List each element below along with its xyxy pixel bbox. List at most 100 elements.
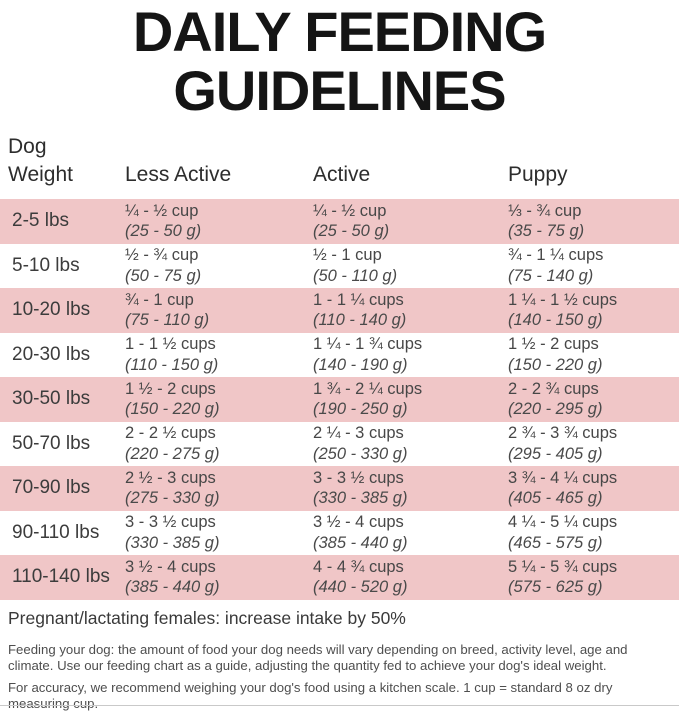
cups-value: 1 - 1 ¼ cups [313, 290, 404, 309]
cups-value: 2 ¾ - 3 ¾ cups [508, 424, 618, 443]
column-header-puppy: Puppy [508, 163, 568, 186]
grams-value: (140 - 150 g) [508, 311, 603, 330]
puppy-cell: ⅓ - ¾ cup (35 - 75 g) [508, 201, 679, 242]
grams-value: (110 - 150 g) [125, 355, 219, 374]
pregnant-note: Pregnant/lactating females: increase int… [8, 607, 406, 628]
grams-value: (385 - 440 g) [125, 578, 220, 597]
cups-value: 3 ½ - 4 cups [125, 557, 216, 576]
grams-value: (150 - 220 g) [125, 400, 220, 419]
grams-value: (150 - 220 g) [508, 355, 603, 374]
page-title: DAILY FEEDING GUIDELINES [0, 0, 679, 120]
column-header-active: Active [313, 163, 371, 186]
grams-value: (75 - 110 g) [125, 311, 210, 330]
cups-value: 2 - 2 ½ cups [125, 424, 216, 443]
table-row: 20-30 lbs 1 - 1 ½ cups (110 - 150 g) 1 ¼ - … [0, 332, 679, 377]
less-active-cell: 1 ½ - 2 cups (150 - 220 g) [125, 379, 313, 420]
cups-value: ¼ - ½ cup [125, 201, 199, 220]
grams-value: (295 - 405 g) [508, 444, 603, 463]
cups-value: 5 ¼ - 5 ¾ cups [508, 557, 618, 576]
puppy-cell: 1 ½ - 2 cups (150 - 220 g) [508, 334, 679, 375]
grams-value: (50 - 75 g) [125, 266, 202, 285]
grams-value: (330 - 385 g) [313, 489, 408, 508]
cups-value: 2 ¼ - 3 cups [313, 424, 404, 443]
cups-value: 1 ¼ - 1 ¾ cups [313, 335, 423, 354]
table-row: 70-90 lbs 2 ½ - 3 cups (275 - 330 g) 3 - 3 … [0, 466, 679, 511]
cups-value: 2 ½ - 3 cups [125, 468, 216, 487]
weight-cell: 90-110 lbs [12, 521, 100, 543]
weight-cell: 10-20 lbs [12, 299, 91, 321]
grams-value: (140 - 190 g) [313, 355, 408, 374]
table-row: 110-140 lbs 3 ½ - 4 cups (385 - 440 g) 4 - … [0, 555, 679, 600]
grams-value: (575 - 625 g) [508, 578, 603, 597]
active-cell: ½ - 1 cup (50 - 110 g) [313, 245, 508, 286]
active-cell: 1 ¼ - 1 ¾ cups (140 - 190 g) [313, 334, 508, 375]
cups-value: ¾ - 1 ¼ cups [508, 246, 604, 265]
table-row: 10-20 lbs ¾ - 1 cup (75 - 110 g) 1 - 1 ¼ cu… [0, 288, 679, 333]
weight-cell: 20-30 lbs [12, 343, 91, 365]
grams-value: (25 - 50 g) [125, 222, 202, 241]
puppy-cell: 2 ¾ - 3 ¾ cups (295 - 405 g) [508, 423, 679, 464]
cups-value: 2 - 2 ¾ cups [508, 379, 599, 398]
page-title-line1: DAILY FEEDING [132, 0, 547, 63]
cups-value: 3 - 3 ½ cups [125, 513, 216, 532]
column-header-dog-weight-line2: Weight [8, 163, 73, 186]
grams-value: (220 - 275 g) [125, 444, 220, 463]
weight-cell: 50-70 lbs [12, 432, 91, 454]
grams-value: (465 - 575 g) [508, 533, 603, 552]
weight-cell: 110-140 lbs [12, 566, 110, 588]
weight-cell: 5-10 lbs [12, 254, 80, 276]
table-header-row: Dog Weight Less Active Active Puppy [0, 133, 679, 190]
cups-value: ¾ - 1 cup [125, 290, 194, 309]
cups-value: 1 ½ - 2 cups [508, 335, 599, 354]
active-cell: 4 - 4 ¾ cups (440 - 520 g) [313, 557, 508, 598]
less-active-cell: 1 - 1 ½ cups (110 - 150 g) [125, 334, 313, 375]
cups-value: 1 ½ - 2 cups [125, 379, 216, 398]
grams-value: (25 - 50 g) [313, 222, 390, 241]
puppy-cell: 3 ¾ - 4 ¼ cups (405 - 465 g) [508, 468, 679, 509]
cups-value: 1 ¾ - 2 ¼ cups [313, 379, 423, 398]
less-active-cell: ½ - ¾ cup (50 - 75 g) [125, 245, 313, 286]
puppy-cell: 4 ¼ - 5 ¼ cups (465 - 575 g) [508, 512, 679, 553]
table-row: 5-10 lbs ½ - ¾ cup (50 - 75 g) ½ - 1 cup (50… [0, 243, 679, 288]
table-row: 50-70 lbs 2 - 2 ½ cups (220 - 275 g) 2 ¼ - … [0, 421, 679, 466]
cups-value: 4 ¼ - 5 ¼ cups [508, 513, 618, 532]
active-cell: ¼ - ½ cup (25 - 50 g) [313, 201, 508, 242]
active-cell: 3 - 3 ½ cups (330 - 385 g) [313, 468, 508, 509]
weight-cell: 30-50 lbs [12, 388, 91, 410]
active-cell: 3 ½ - 4 cups (385 - 440 g) [313, 512, 508, 553]
weight-cell: 2-5 lbs [12, 210, 70, 232]
grams-value: (405 - 465 g) [508, 489, 603, 508]
feeding-table-body: 2-5 lbs ¼ - ½ cup (25 - 50 g) ¼ - ½ cup (25 … [0, 199, 679, 600]
cups-value: 4 - 4 ¾ cups [313, 557, 404, 576]
grams-value: (110 - 140 g) [313, 311, 407, 330]
grams-value: (275 - 330 g) [125, 489, 220, 508]
cups-value: 1 - 1 ½ cups [125, 335, 216, 354]
table-row: 2-5 lbs ¼ - ½ cup (25 - 50 g) ¼ - ½ cup (25 … [0, 199, 679, 244]
active-cell: 1 ¾ - 2 ¼ cups (190 - 250 g) [313, 379, 508, 420]
less-active-cell: 3 ½ - 4 cups (385 - 440 g) [125, 557, 313, 598]
weight-cell: 70-90 lbs [12, 477, 91, 499]
cups-value: ½ - ¾ cup [125, 246, 199, 265]
feeding-disclaimer-paragraph: Feeding your dog: the amount of food you… [8, 641, 628, 673]
puppy-cell: ¾ - 1 ¼ cups (75 - 140 g) [508, 245, 679, 286]
column-header-less-active: Less Active [125, 163, 232, 186]
grams-value: (440 - 520 g) [313, 578, 408, 597]
cups-value: 1 ¼ - 1 ½ cups [508, 290, 618, 309]
page-title-line2: GUIDELINES [173, 59, 506, 122]
table-row: 90-110 lbs 3 - 3 ½ cups (330 - 385 g) 3 ½ -… [0, 510, 679, 555]
grams-value: (75 - 140 g) [508, 266, 594, 285]
bottom-divider [0, 705, 679, 706]
cups-value: ¼ - ½ cup [313, 201, 387, 220]
grams-value: (50 - 110 g) [313, 266, 398, 285]
cups-value: 3 ¾ - 4 ¼ cups [508, 468, 618, 487]
cups-value: ½ - 1 cup [313, 246, 382, 265]
less-active-cell: 2 - 2 ½ cups (220 - 275 g) [125, 423, 313, 464]
less-active-cell: 2 ½ - 3 cups (275 - 330 g) [125, 468, 313, 509]
active-cell: 1 - 1 ¼ cups (110 - 140 g) [313, 290, 508, 331]
grams-value: (220 - 295 g) [508, 400, 603, 419]
active-cell: 2 ¼ - 3 cups (250 - 330 g) [313, 423, 508, 464]
cups-value: 3 ½ - 4 cups [313, 513, 404, 532]
grams-value: (35 - 75 g) [508, 222, 585, 241]
column-header-dog-weight-line1: Dog [8, 135, 47, 158]
less-active-cell: ¾ - 1 cup (75 - 110 g) [125, 290, 313, 331]
